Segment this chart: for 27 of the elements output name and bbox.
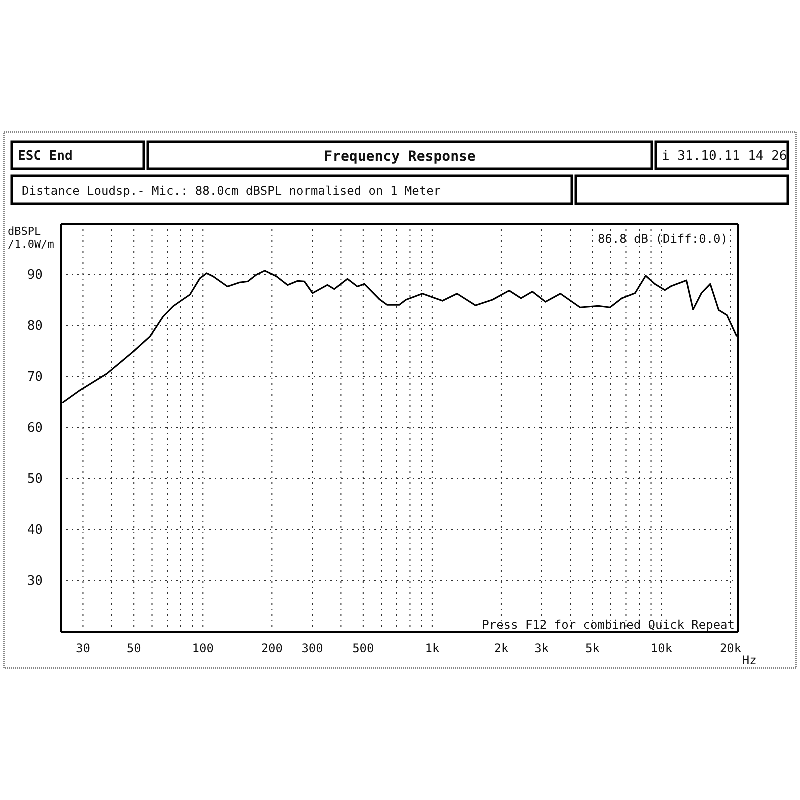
x-tick-label: 20k xyxy=(720,642,742,656)
y-tick-label: 30 xyxy=(27,574,43,590)
annotation: Press F12 for combined Quick Repeat xyxy=(482,618,735,632)
x-tick-label: 200 xyxy=(261,642,284,656)
x-tick-label: 5k xyxy=(586,642,601,656)
y-axis-title: dBSPL /1.0W/m xyxy=(8,225,55,251)
y-tick-label: 70 xyxy=(27,370,43,386)
text: ESC End xyxy=(18,149,73,164)
y-tick-label: 80 xyxy=(27,319,43,334)
text: i 31.10.11 14 26 xyxy=(662,149,788,164)
y-tick-label: 60 xyxy=(27,421,43,436)
x-tick-label: 500 xyxy=(352,642,374,656)
y-tick-label: 50 xyxy=(27,472,43,488)
x-tick-label: 3k xyxy=(534,642,550,656)
annotation: 86.8 dB (Diff:0.0) xyxy=(598,232,728,246)
chart-subtitle: Distance Loudsp.- Mic.: 88.0cm dBSPL normalised on 1 Meter xyxy=(22,184,442,198)
x-tick-label: 300 xyxy=(302,642,324,656)
chart-title: Frequency Response xyxy=(324,149,476,165)
x-tick-label: 1k xyxy=(425,642,440,656)
y-tick-label: 90 xyxy=(27,268,43,284)
y-tick-label: 40 xyxy=(27,523,43,538)
x-tick-label: 100 xyxy=(192,642,214,656)
x-axis-title: Hz xyxy=(742,654,757,668)
x-tick-label: 2k xyxy=(494,642,510,656)
x-tick-label: 30 xyxy=(76,642,90,656)
x-tick-label: 50 xyxy=(126,642,142,656)
x-tick-label: 10k xyxy=(650,642,674,656)
